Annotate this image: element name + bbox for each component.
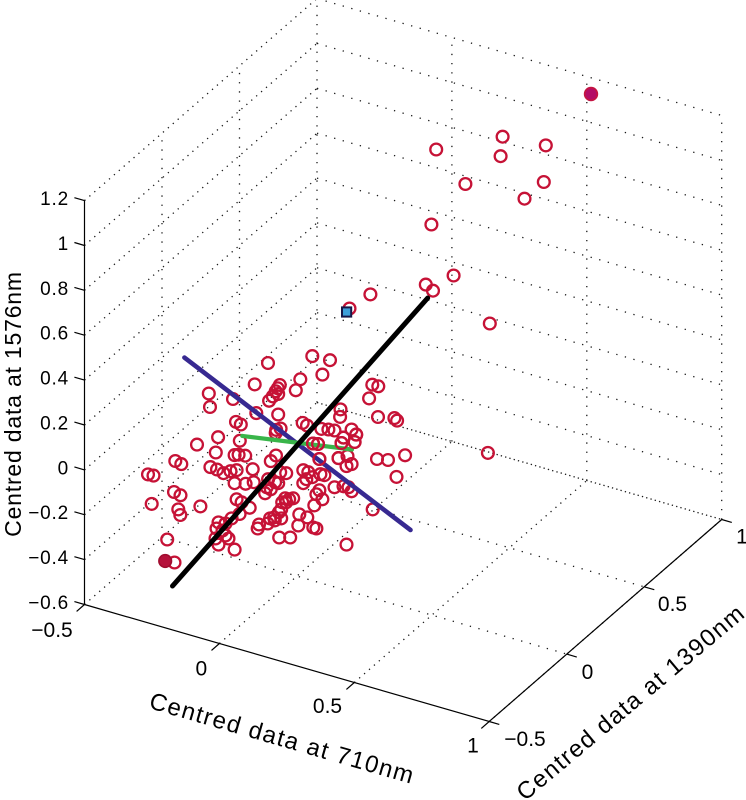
svg-text:−0.6: −0.6 — [28, 593, 69, 614]
svg-text:1: 1 — [736, 526, 746, 549]
svg-text:1: 1 — [467, 735, 479, 758]
svg-text:1.2: 1.2 — [40, 189, 69, 210]
svg-text:−0.2: −0.2 — [28, 503, 69, 524]
svg-text:0: 0 — [582, 661, 594, 684]
svg-text:0.6: 0.6 — [40, 324, 69, 345]
svg-text:0.5: 0.5 — [313, 695, 342, 718]
svg-text:0.2: 0.2 — [40, 414, 69, 435]
svg-text:−0.4: −0.4 — [28, 548, 69, 569]
svg-text:0: 0 — [58, 458, 69, 479]
svg-text:0.8: 0.8 — [40, 279, 69, 300]
svg-text:Centred data at 1576nm: Centred data at 1576nm — [0, 271, 26, 537]
svg-text:−0.5: −0.5 — [31, 619, 72, 642]
svg-text:0: 0 — [195, 657, 207, 680]
svg-text:−0.5: −0.5 — [504, 728, 545, 751]
svg-text:0.5: 0.5 — [658, 593, 687, 616]
svg-text:0.4: 0.4 — [40, 369, 69, 390]
svg-text:1: 1 — [58, 234, 69, 255]
